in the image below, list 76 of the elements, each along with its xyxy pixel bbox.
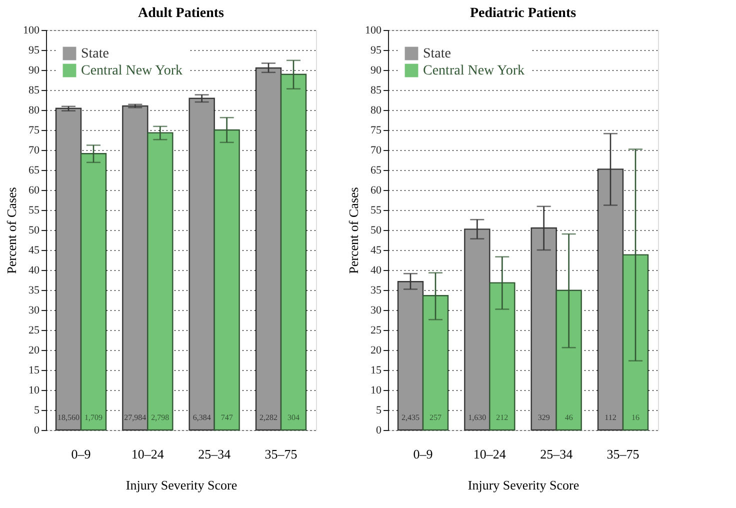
y-tick-label: 60 xyxy=(28,184,40,196)
y-tick-label: 95 xyxy=(370,44,382,56)
chart-title: Pediatric Patients xyxy=(470,6,577,21)
y-tick-label: 80 xyxy=(370,104,382,116)
x-tick-label: 35–75 xyxy=(264,446,298,462)
y-tick-label: 10 xyxy=(370,384,382,396)
y-tick-label: 75 xyxy=(370,124,382,136)
legend-label: Central New York xyxy=(81,64,182,78)
x-axis-title: Injury Severity Score xyxy=(468,478,580,492)
y-axis-title: Percent of Cases xyxy=(346,187,361,274)
x-tick-label: 10–24 xyxy=(473,446,506,462)
y-tick-label: 30 xyxy=(370,304,382,316)
y-tick-label: 90 xyxy=(28,64,40,76)
legend-label: State xyxy=(423,46,451,62)
y-tick-label: 5 xyxy=(376,404,382,416)
y-tick-label: 40 xyxy=(28,264,40,276)
x-tick-label: 25–34 xyxy=(198,446,232,462)
y-tick-label: 45 xyxy=(370,244,382,256)
annotation: 46 xyxy=(564,413,573,422)
y-tick-label: 55 xyxy=(28,204,40,216)
annotation: 1,709 xyxy=(84,413,102,422)
y-tick-label: 40 xyxy=(370,264,382,276)
y-tick-label: 85 xyxy=(28,84,40,96)
chart-title: Adult Patients xyxy=(138,6,225,21)
y-tick-label: 95 xyxy=(28,44,40,56)
y-tick-label: 80 xyxy=(28,104,40,116)
y-tick-label: 15 xyxy=(370,364,382,376)
y-tick-label: 90 xyxy=(370,64,382,76)
x-tick-label: 10–24 xyxy=(131,446,164,462)
y-tick-label: 0 xyxy=(34,424,40,436)
x-axis-title: Injury Severity Score xyxy=(126,478,238,492)
annotation: 257 xyxy=(430,413,442,422)
x-tick-label: 25–34 xyxy=(540,446,574,462)
x-tick-label: 0–9 xyxy=(71,446,91,462)
y-tick-label: 50 xyxy=(370,224,382,236)
annotation: 27,984 xyxy=(124,413,146,422)
annotation: 304 xyxy=(288,413,300,422)
y-tick-label: 55 xyxy=(370,204,382,216)
y-tick-label: 25 xyxy=(370,324,382,336)
y-tick-label: 5 xyxy=(34,404,40,416)
y-tick-label: 50 xyxy=(28,224,40,236)
annotation: 2,798 xyxy=(151,413,170,422)
y-tick-label: 100 xyxy=(365,24,382,36)
x-tick-label: 0–9 xyxy=(413,446,433,462)
y-tick-label: 70 xyxy=(370,144,382,156)
annotation: 1,630 xyxy=(468,413,486,422)
y-tick-label: 65 xyxy=(370,164,382,176)
y-axis-title: Percent of Cases xyxy=(4,187,19,274)
annotation: 212 xyxy=(496,413,508,422)
y-tick-label: 25 xyxy=(28,324,40,336)
y-tick-label: 85 xyxy=(370,84,382,96)
y-tick-label: 65 xyxy=(28,164,40,176)
y-tick-label: 35 xyxy=(370,284,382,296)
annotation: 16 xyxy=(632,413,640,422)
annotation: 18,560 xyxy=(58,413,80,422)
y-tick-label: 60 xyxy=(370,184,382,196)
x-tick-label: 35–75 xyxy=(606,446,640,462)
annotation: 747 xyxy=(220,413,233,422)
y-tick-label: 75 xyxy=(28,124,40,136)
y-tick-label: 30 xyxy=(28,304,40,316)
legend-label: Central New York xyxy=(423,64,524,78)
y-tick-label: 70 xyxy=(28,144,40,156)
annotation: 329 xyxy=(538,413,550,422)
legend-label: State xyxy=(81,46,109,62)
y-tick-label: 0 xyxy=(376,424,382,436)
annotation: 2,282 xyxy=(260,413,278,422)
annotation: 6,384 xyxy=(192,413,211,422)
y-tick-label: 100 xyxy=(23,24,40,36)
y-tick-label: 10 xyxy=(28,384,40,396)
annotation: 2,435 xyxy=(402,413,420,422)
y-tick-label: 45 xyxy=(28,244,40,256)
y-tick-label: 20 xyxy=(28,344,40,356)
y-tick-label: 15 xyxy=(28,364,40,376)
y-tick-label: 20 xyxy=(370,344,382,356)
y-tick-label: 35 xyxy=(28,284,40,296)
annotation: 112 xyxy=(604,413,616,422)
